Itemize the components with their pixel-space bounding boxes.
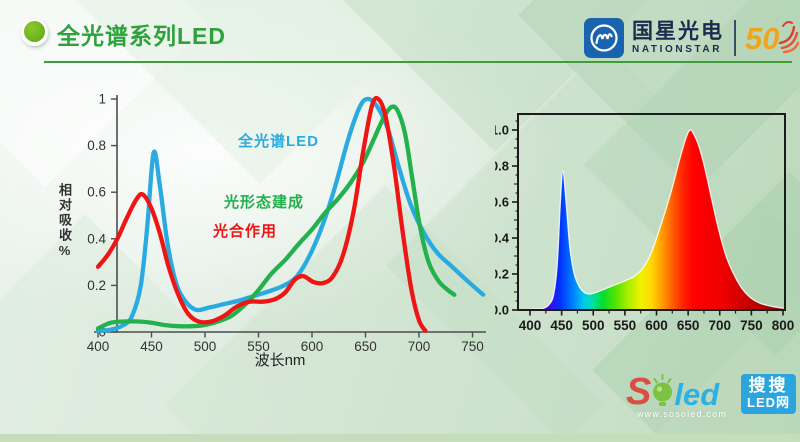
svg-text:400: 400: [87, 339, 110, 354]
svg-text:500: 500: [194, 339, 217, 354]
phoenix-wing-icon: [779, 21, 800, 54]
svg-text:0.6: 0.6: [495, 195, 509, 210]
svg-text:700: 700: [408, 339, 431, 354]
logo-name-en: NATIONSTAR: [632, 44, 723, 55]
svg-text:750: 750: [740, 318, 763, 333]
svg-text:0.0: 0.0: [495, 303, 509, 318]
svg-text:400: 400: [519, 318, 542, 333]
label-full-spectrum-led: 全光谱LED: [238, 133, 320, 150]
svg-text:1.0: 1.0: [495, 123, 509, 138]
svg-text:500: 500: [582, 318, 605, 333]
svg-text:750: 750: [461, 339, 484, 354]
soled-badge: 搜搜 LED网: [741, 374, 797, 414]
svg-text:600: 600: [301, 339, 324, 354]
svg-text:450: 450: [550, 318, 573, 333]
soled-logo-text: S led: [626, 370, 738, 413]
soled-badge-line2: LED网: [747, 394, 791, 410]
svg-text:800: 800: [772, 318, 795, 333]
svg-text:700: 700: [708, 318, 731, 333]
footer-strip: [0, 434, 800, 442]
svg-text:650: 650: [354, 339, 377, 354]
svg-text:0.8: 0.8: [87, 138, 106, 153]
svg-text:650: 650: [677, 318, 700, 333]
header-underline: [44, 61, 792, 63]
label-photosynthesis: 光合作用: [213, 223, 278, 240]
soled-badge-line1: 搜搜: [748, 376, 789, 395]
page-title: 全光谱系列LED: [57, 23, 226, 49]
svg-text:0.8: 0.8: [495, 159, 509, 174]
svg-text:0.2: 0.2: [495, 267, 509, 282]
anniversary-50-mark: 50: [745, 18, 800, 58]
soled-bulb-icon: [653, 374, 673, 406]
soled-logo: S led www.sosoled.com: [626, 370, 738, 419]
nationstar-logo-text: 国星光电 NATIONSTAR: [632, 21, 724, 55]
anniversary-50-text: 50: [745, 20, 780, 56]
soled-letter-s: S: [626, 370, 652, 413]
soled-letters-led: led: [674, 376, 720, 412]
svg-text:600: 600: [645, 318, 668, 333]
nationstar-logo: 国星光电 NATIONSTAR 50: [584, 15, 800, 61]
svg-text:0.6: 0.6: [87, 185, 106, 200]
logo-divider: [734, 20, 736, 56]
svg-text:0.4: 0.4: [495, 231, 510, 246]
svg-text:550: 550: [614, 318, 637, 333]
nationstar-logo-mark-icon: [584, 18, 624, 58]
left-chart-y-axis-title: 相对吸收%: [57, 183, 72, 260]
soled-url: www.sosoled.com: [636, 409, 728, 419]
svg-text:0.2: 0.2: [87, 278, 106, 293]
green-bullet-icon: [24, 21, 45, 42]
svg-text:550: 550: [247, 339, 270, 354]
svg-text:0.4: 0.4: [87, 231, 106, 246]
logo-name-cn: 国星光电: [632, 20, 724, 43]
left-chart-x-axis-title: 波长nm: [254, 352, 306, 369]
svg-text:450: 450: [140, 339, 163, 354]
led-spectrum-chart: 400 450 500 550 600 650 700 750 800 0.0 0.2 0.4 0.6 0…: [495, 113, 795, 333]
svg-text:1: 1: [98, 92, 106, 107]
soled-watermark: S led www.sosoled.com 搜搜 LED网: [626, 370, 797, 419]
label-photomorphogenesis: 光形态建成: [224, 194, 305, 211]
